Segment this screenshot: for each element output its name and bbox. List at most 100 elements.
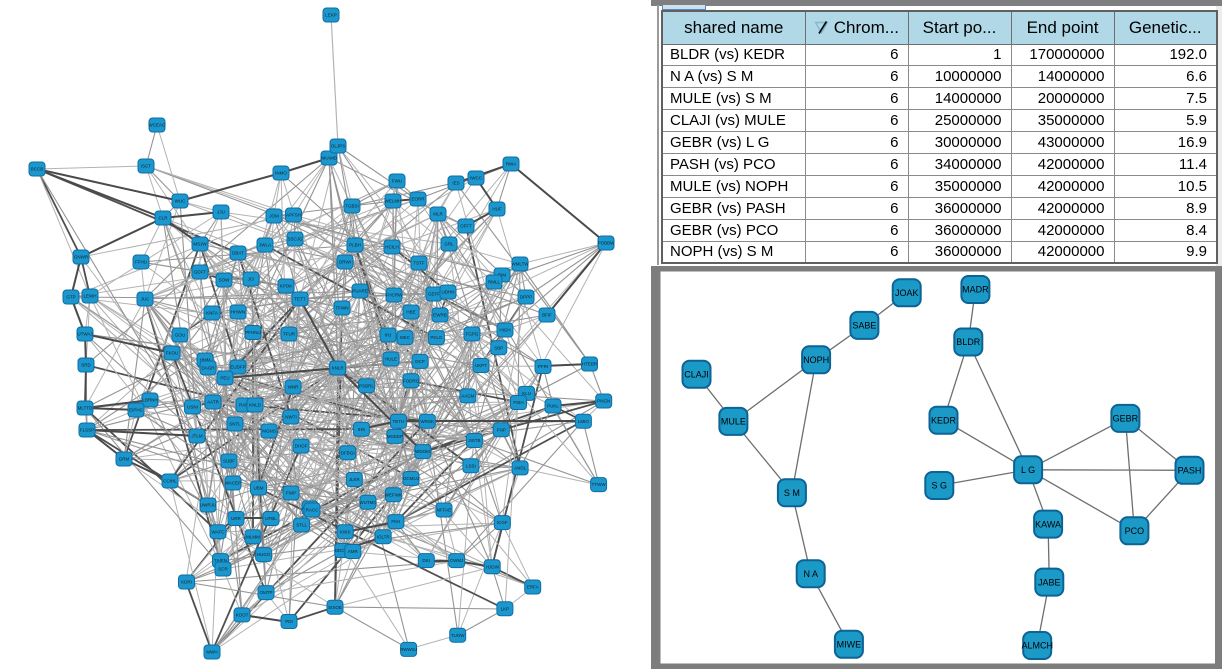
svg-text:TUOW: TUOW <box>451 633 465 638</box>
svg-text:MGNS: MGNS <box>262 429 276 434</box>
svg-text:DDCPS: DDCPS <box>335 548 351 553</box>
svg-text:KLU: KLU <box>522 391 531 396</box>
svg-text:WMLTW: WMLTW <box>511 262 529 267</box>
svg-text:RWA: RWA <box>506 162 516 167</box>
svg-text:KAWA: KAWA <box>1035 519 1061 529</box>
svg-text:TETT: TETT <box>294 297 305 302</box>
svg-text:JLKR: JLKR <box>349 477 361 482</box>
svg-text:FWU: FWU <box>392 179 402 184</box>
svg-text:CWMJ: CWMJ <box>450 558 464 563</box>
svg-text:GOU: GOU <box>175 333 185 338</box>
svg-text:MGEEP: MGEEP <box>387 434 403 439</box>
svg-text:AMR: AMR <box>348 549 359 554</box>
svg-text:PUARE: PUARE <box>352 289 368 294</box>
svg-text:DRWI: DRWI <box>339 260 351 265</box>
svg-text:BLDR: BLDR <box>956 337 981 347</box>
svg-text:MSJW: MSJW <box>193 242 207 247</box>
svg-text:IES: IES <box>452 181 459 186</box>
svg-text:PFRI: PFRI <box>538 364 548 369</box>
svg-text:WAFC: WAFC <box>211 529 225 534</box>
svg-text:RWWSJ: RWWSJ <box>400 647 417 652</box>
svg-text:KOOT: KOOT <box>236 613 249 618</box>
svg-text:LEKP: LEKP <box>325 13 337 18</box>
svg-text:HUGO: HUGO <box>257 552 271 557</box>
svg-text:PASH: PASH <box>1178 466 1202 476</box>
svg-text:STLL: STLL <box>296 523 307 528</box>
svg-text:TFUR: TFUR <box>283 332 296 337</box>
svg-text:UTWAJ: UTWAJ <box>77 332 92 337</box>
svg-text:ALMCH: ALMCH <box>1021 641 1053 651</box>
svg-text:BFIF: BFIF <box>542 313 552 318</box>
svg-text:NFFAE: NFFAE <box>437 508 452 513</box>
svg-text:JABE: JABE <box>1038 577 1061 587</box>
svg-text:PFHNU: PFHNU <box>245 330 261 335</box>
svg-text:MADR: MADR <box>962 285 989 295</box>
svg-text:CCIHL: CCIHL <box>163 479 177 484</box>
svg-text:FKOU: FKOU <box>166 351 179 356</box>
svg-text:FKH: FKH <box>391 519 400 524</box>
svg-text:SCR: SCR <box>218 567 228 572</box>
svg-text:OFFT: OFFT <box>460 224 472 229</box>
svg-text:KPOK: KPOK <box>280 284 293 289</box>
svg-text:DIU: DIU <box>422 558 430 563</box>
svg-text:FHCRW: FHCRW <box>386 293 403 298</box>
svg-text:RAM: RAM <box>239 403 249 408</box>
svg-text:KEDR: KEDR <box>931 415 957 425</box>
svg-text:TTWW: TTWW <box>592 482 607 487</box>
svg-text:GDFT: GDFT <box>194 270 206 275</box>
svg-text:S M: S M <box>784 488 800 498</box>
svg-text:IHJ: IHJ <box>385 333 392 338</box>
svg-text:TETH: TETH <box>393 419 405 424</box>
svg-text:WRSK: WRSK <box>421 419 435 424</box>
svg-text:CLR: CLR <box>158 216 168 221</box>
svg-text:FSIH: FSIH <box>513 400 523 405</box>
svg-text:AATR: AATR <box>207 400 219 405</box>
svg-text:TGBSI: TGBSI <box>345 204 359 209</box>
svg-text:WDOKI: WDOKI <box>415 449 430 454</box>
svg-text:PLBH: PLBH <box>349 243 361 248</box>
svg-text:HIGH: HIGH <box>499 328 510 333</box>
svg-text:HBE: HBE <box>406 310 415 315</box>
svg-text:KNFA: KNFA <box>206 311 218 316</box>
svg-text:JISTB: JISTB <box>468 438 480 443</box>
svg-text:TSTF: TSTF <box>413 261 424 266</box>
svg-text:ISCT: ISCT <box>141 164 152 169</box>
svg-text:TAIFN: TAIFN <box>214 558 227 563</box>
svg-text:MULE: MULE <box>721 417 746 427</box>
svg-text:DPPP: DPPP <box>520 295 532 300</box>
svg-text:DFBGI: DFBGI <box>341 450 355 455</box>
svg-text:JJU: JJU <box>217 210 225 215</box>
svg-text:HULE: HULE <box>385 357 397 362</box>
svg-text:SABE: SABE <box>852 321 876 331</box>
svg-text:FLSSP: FLSSP <box>80 428 94 433</box>
svg-text:GTP: GTP <box>66 295 75 300</box>
svg-text:MKC: MKC <box>400 335 411 340</box>
svg-text:POBBW: POBBW <box>598 241 616 246</box>
svg-text:MIWE: MIWE <box>837 640 862 650</box>
svg-text:EWRB: EWRB <box>433 313 447 318</box>
svg-text:RACC: RACC <box>306 508 320 513</box>
svg-text:WUC: WUC <box>175 199 186 204</box>
svg-text:PDI: PDI <box>285 619 293 624</box>
svg-text:JUC: JUC <box>141 297 150 302</box>
svg-text:N A: N A <box>803 569 818 579</box>
svg-text:SISOE: SISOE <box>328 605 342 610</box>
svg-text:URR: URR <box>231 516 241 521</box>
svg-text:NWTI: NWTI <box>285 415 297 420</box>
svg-text:SRD: SRD <box>81 363 91 368</box>
svg-text:RIM: RIM <box>498 273 507 278</box>
svg-text:DAGR: DAGR <box>201 366 215 371</box>
svg-text:IWCC: IWCC <box>470 176 483 181</box>
svg-text:FODRO: FODRO <box>403 378 420 383</box>
svg-text:NKAMD: NKAMD <box>321 156 338 161</box>
svg-text:HMM: HMM <box>200 358 211 363</box>
svg-text:HUF: HUF <box>492 207 501 212</box>
svg-text:TFWN: TFWN <box>336 306 349 311</box>
svg-text:PNGN: PNGN <box>597 399 610 404</box>
svg-text:PEU: PEU <box>220 376 229 381</box>
svg-text:EUDFP: EUDFP <box>230 365 245 370</box>
svg-text:PSBRL: PSBRL <box>359 383 374 388</box>
svg-text:JTLM: JTLM <box>191 434 203 439</box>
svg-text:SSCJG: SSCJG <box>287 237 303 242</box>
svg-text:PKLG: PKLG <box>430 335 443 340</box>
